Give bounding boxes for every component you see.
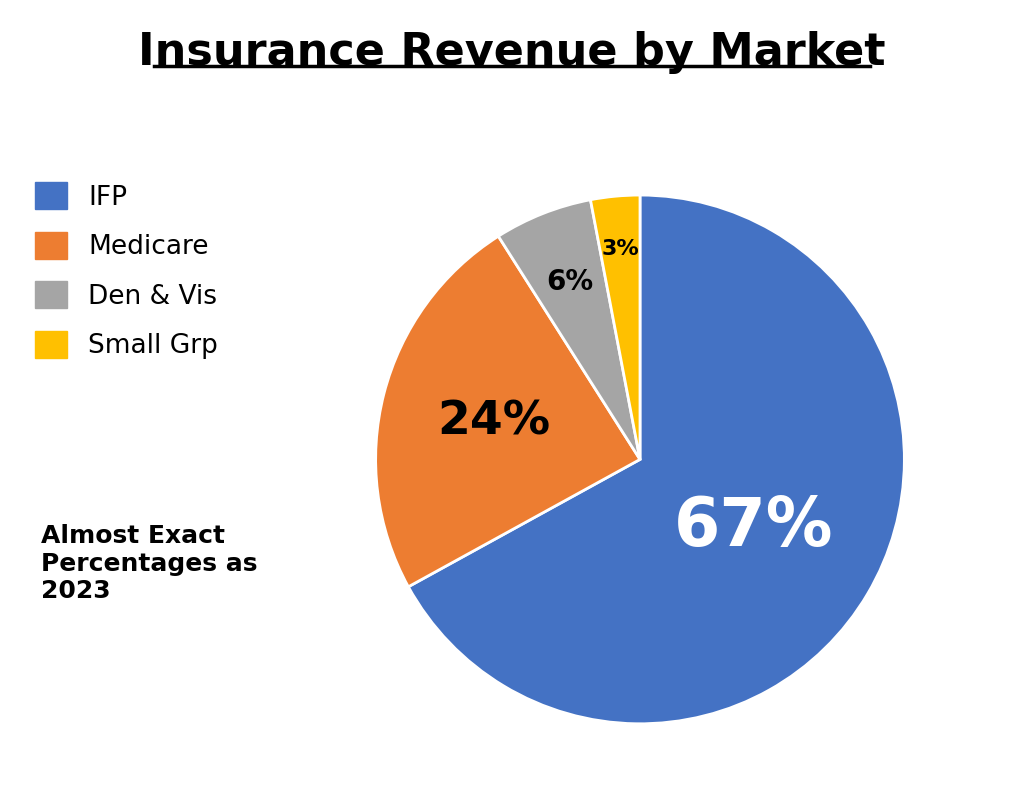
Text: 67%: 67% [674,494,834,559]
Text: 6%: 6% [547,268,594,297]
Wedge shape [591,195,640,459]
Legend: IFP, Medicare, Den & Vis, Small Grp: IFP, Medicare, Den & Vis, Small Grp [28,174,226,368]
Text: Insurance Revenue by Market: Insurance Revenue by Market [138,31,886,74]
Wedge shape [376,236,640,587]
Wedge shape [499,200,640,459]
Wedge shape [409,195,904,724]
Text: 24%: 24% [437,400,551,444]
Text: Almost Exact
Percentages as
2023: Almost Exact Percentages as 2023 [41,524,257,604]
Text: 3%: 3% [601,239,639,259]
